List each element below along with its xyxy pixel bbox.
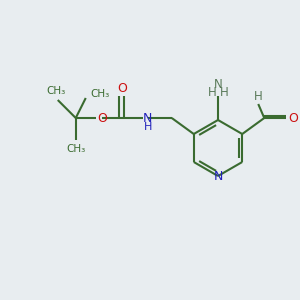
Text: O: O [97,112,107,124]
Text: N: N [143,112,152,124]
Text: CH₃: CH₃ [46,86,65,96]
Text: H: H [144,122,152,132]
Text: H: H [208,85,216,98]
Text: H: H [254,91,262,103]
Text: O: O [117,82,127,94]
Text: CH₃: CH₃ [90,89,110,99]
Text: O: O [288,112,298,124]
Text: N: N [213,169,223,182]
Text: N: N [214,77,222,91]
Text: H: H [220,85,228,98]
Text: CH₃: CH₃ [66,144,86,154]
